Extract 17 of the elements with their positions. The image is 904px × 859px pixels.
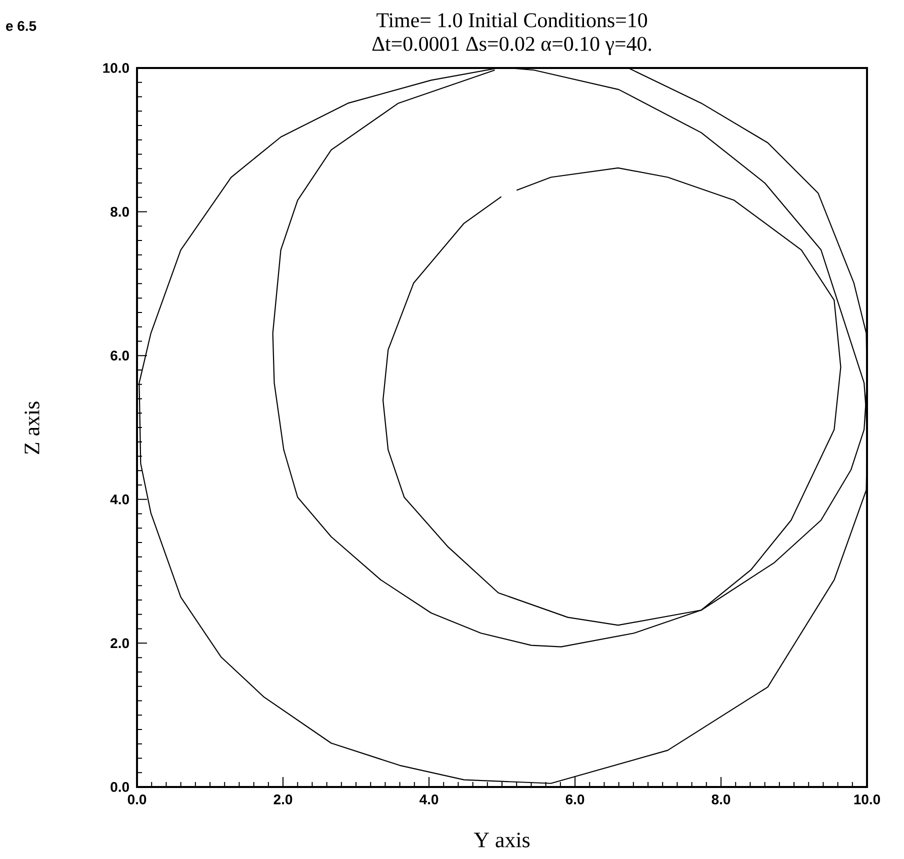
- y-tick-label: 8.0: [110, 206, 129, 217]
- x-tick-label: 2.0: [274, 794, 292, 804]
- y-tick-label: 10.0: [103, 63, 129, 73]
- y-tick-label: 0.0: [110, 782, 129, 792]
- chart-title: Time= 1.0 Initial Conditions=10: [376, 12, 648, 28]
- x-tick-label: 6.0: [566, 794, 584, 804]
- x-axis-title: Y axis: [474, 832, 530, 848]
- y-tick-label: 6.0: [110, 350, 129, 361]
- text: e 6.5: [6, 21, 36, 31]
- x-tick-label: 10.0: [854, 794, 880, 804]
- chart-subtitle: Δt=0.0001 Δs=0.02 α=0.10 γ=40.: [372, 36, 652, 56]
- y-axis-title: Z axis: [24, 402, 40, 454]
- x-tick-label: 0.0: [128, 794, 146, 804]
- x-tick-label: 8.0: [712, 794, 730, 804]
- y-tick-label: 4.0: [110, 494, 129, 504]
- x-tick-label: 4.0: [420, 794, 438, 804]
- y-tick-label: 2.0: [110, 638, 129, 648]
